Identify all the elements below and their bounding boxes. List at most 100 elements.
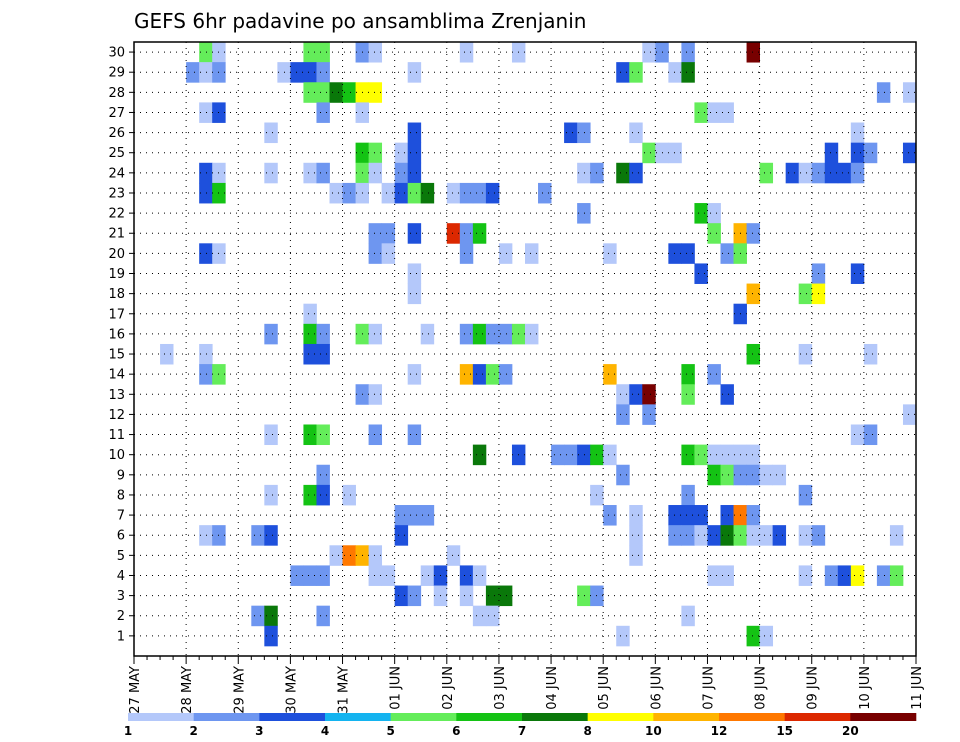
x-tick-label: 08 JUN [754,666,769,710]
y-tick-label: 14 [108,368,125,383]
heatmap-cell [525,243,539,264]
heatmap-cell [316,484,330,506]
legend-swatch [325,713,391,721]
heatmap-cell [720,444,734,466]
heatmap-cell [798,525,813,546]
x-tick-label: 27 MAY [128,666,143,714]
heatmap-cell [485,364,500,385]
heatmap-cell [485,323,500,345]
heatmap-cell [420,505,435,526]
heatmap-cell [564,444,578,466]
heatmap-cell [290,565,304,586]
heatmap-cell [316,102,330,123]
y-tick-label: 16 [108,327,125,342]
heatmap-cell [303,82,317,103]
heatmap-cell [577,585,591,607]
heatmap-cell [316,565,330,586]
heatmap-cell [746,625,760,647]
heatmap-cell [407,424,422,446]
heatmap-cell [394,585,409,607]
heatmap-cell [616,384,630,405]
heatmap-cell [420,323,435,345]
heatmap-cell [342,484,356,506]
legend-label: 6 [452,724,460,738]
heatmap-cell [303,484,317,506]
heatmap-cell [850,162,865,184]
legend-label: 20 [842,724,859,738]
y-tick-label: 7 [117,509,125,524]
heatmap-cell [472,444,487,466]
x-tick-label: 31 MAY [337,666,352,714]
x-tick-label: 10 JUN [858,666,873,710]
x-axis: 27 MAY 28 MAY 29 MAY 30 MAY 31 MAY 01 JUN 02 J… [128,656,925,714]
heatmap-cell [368,565,383,586]
legend-label: 4 [321,724,329,738]
heatmap-cell [407,182,422,204]
heatmap-cell [394,525,409,546]
heatmap-cell [785,162,800,184]
heatmap-cell [759,525,774,546]
x-tick-label: 29 MAY [232,666,247,714]
heatmap-cell [824,142,839,164]
heatmap-cell [551,444,565,466]
heatmap-cell [798,565,813,586]
heatmap-cell [681,444,695,466]
heatmap-cell [342,545,356,566]
heatmap-cell [681,605,695,627]
heatmap-cell [642,404,656,425]
heatmap-cell [681,525,695,546]
heatmap-cell [681,42,695,63]
heatmap-cell [472,182,487,204]
heatmap-cell [498,243,513,264]
heatmap-cell [316,605,330,627]
y-tick-label: 10 [108,448,125,463]
heatmap-cell [759,464,774,486]
heatmap-cell [824,565,839,586]
y-tick-label: 25 [108,146,125,161]
heatmap-cell [407,162,422,184]
x-tick-label: 11 JUN [910,666,925,710]
heatmap-cell [707,444,721,466]
heatmap-cell [837,565,852,586]
heatmap-cell [459,243,474,264]
heatmap-cell [459,565,474,586]
heatmap-cell [902,142,917,164]
heatmap-cell [668,62,682,83]
y-tick-label: 23 [108,186,125,201]
heatmap-cell [329,545,343,566]
heatmap-cell [707,102,721,123]
plot-frame [133,41,917,657]
chart-title: GEFS 6hr padavine po ansamblima Zrenjani… [134,9,586,33]
y-axis: 1234567891011121314151617181920212223242… [108,46,134,644]
heatmap-cell [746,525,760,546]
heatmap-cell [629,62,643,83]
legend-label: 8 [583,724,591,738]
heatmap-cell [746,283,760,305]
heatmap-cell [863,142,878,164]
y-tick-label: 29 [108,66,125,81]
heatmap-cell [720,525,734,546]
heatmap-cell [368,42,383,63]
heatmap-cell [577,444,591,466]
heatmap-cell [342,82,356,103]
heatmap-cell [303,303,317,325]
heatmap-cell [368,243,383,264]
heatmap-cell [707,525,721,546]
heatmap-cell [681,243,695,264]
heatmap-cell [629,525,643,546]
heatmap-cell [186,62,200,83]
heatmap-cell [681,384,695,405]
y-tick-label: 12 [108,408,125,423]
heatmap-cell [381,565,396,586]
heatmap-cell [264,162,278,184]
heatmap-cell [707,203,721,224]
x-tick-label: 02 JUN [441,666,456,710]
y-tick-label: 19 [108,267,125,282]
heatmap-cell [472,223,487,244]
heatmap-cell [720,505,734,526]
heatmap-cell [199,62,213,83]
heatmap-cell [564,122,578,144]
heatmap-cell [577,162,591,184]
heatmap-cell [577,203,591,224]
heatmap-cell [368,142,383,164]
